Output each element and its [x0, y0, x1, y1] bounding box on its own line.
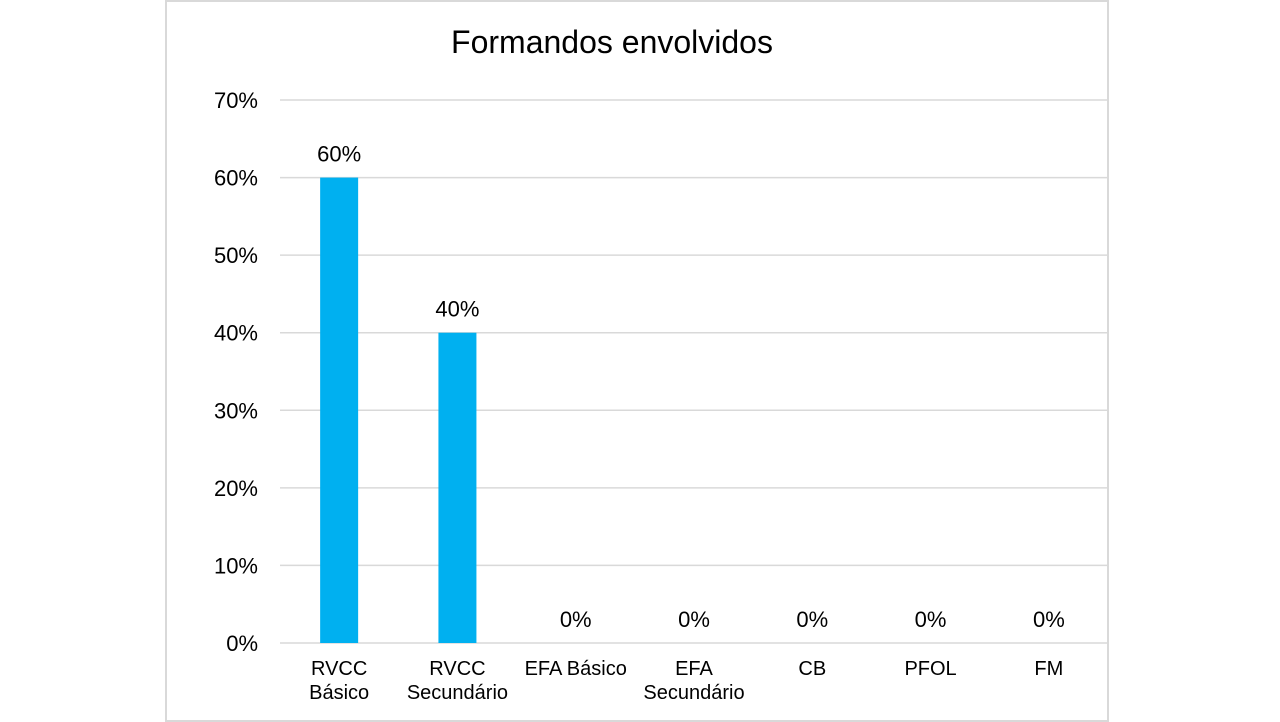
x-category-label-line: EFA Básico — [525, 658, 627, 680]
x-category-label: RVCC Secundário — [407, 658, 508, 704]
bar — [320, 177, 359, 644]
y-tick-label: 30% — [214, 398, 258, 423]
x-category-label-line: RVCC — [311, 658, 367, 680]
y-tick-label: 40% — [214, 321, 258, 346]
x-category-label: EFA Secundário — [643, 658, 744, 704]
x-category-label: PFOL — [904, 658, 956, 680]
x-category-label-line: FM — [1034, 658, 1063, 680]
x-category-label: CB — [798, 658, 826, 680]
x-category-label: RVCC Básico — [309, 658, 369, 704]
data-label: 0% — [1033, 607, 1065, 632]
y-tick-label: 20% — [214, 476, 258, 501]
x-category-label-line: CB — [798, 658, 826, 680]
x-category-label: FM — [1034, 658, 1063, 680]
x-category-label-line: Secundário — [643, 682, 744, 704]
x-category-label-line: Básico — [309, 682, 369, 704]
x-category-label-line: Secundário — [407, 682, 508, 704]
data-label: 40% — [435, 297, 479, 322]
y-tick-label: 10% — [214, 553, 258, 578]
data-label: 60% — [317, 142, 361, 167]
x-category-label-line: PFOL — [904, 658, 956, 680]
bar — [438, 332, 477, 643]
data-label: 0% — [560, 607, 592, 632]
y-tick-label: 60% — [214, 166, 258, 191]
data-label: 0% — [796, 607, 828, 632]
x-category-label: EFA Básico — [525, 658, 627, 680]
x-category-label-line: RVCC — [429, 658, 485, 680]
data-label: 0% — [678, 607, 710, 632]
x-category-label-line: EFA — [675, 658, 713, 680]
y-tick-label: 50% — [214, 243, 258, 268]
y-tick-label: 0% — [226, 631, 258, 656]
chart-title: Formandos envolvidos — [451, 24, 773, 60]
y-tick-label: 70% — [214, 88, 258, 113]
data-label: 0% — [915, 607, 947, 632]
